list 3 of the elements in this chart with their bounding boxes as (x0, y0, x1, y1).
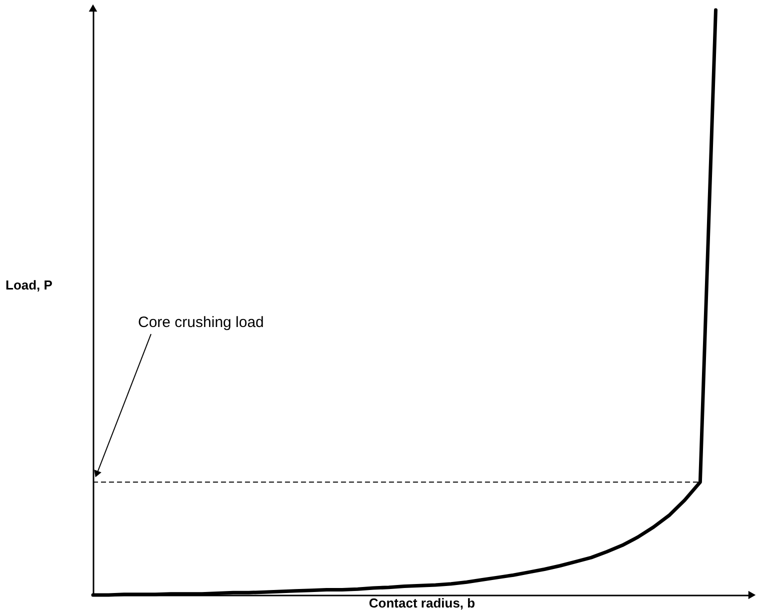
ref-line-label: Core crushing load (138, 314, 264, 332)
x-axis-title: Contact radius, b (368, 596, 476, 610)
y-axis-title: Load, P (6, 277, 53, 292)
